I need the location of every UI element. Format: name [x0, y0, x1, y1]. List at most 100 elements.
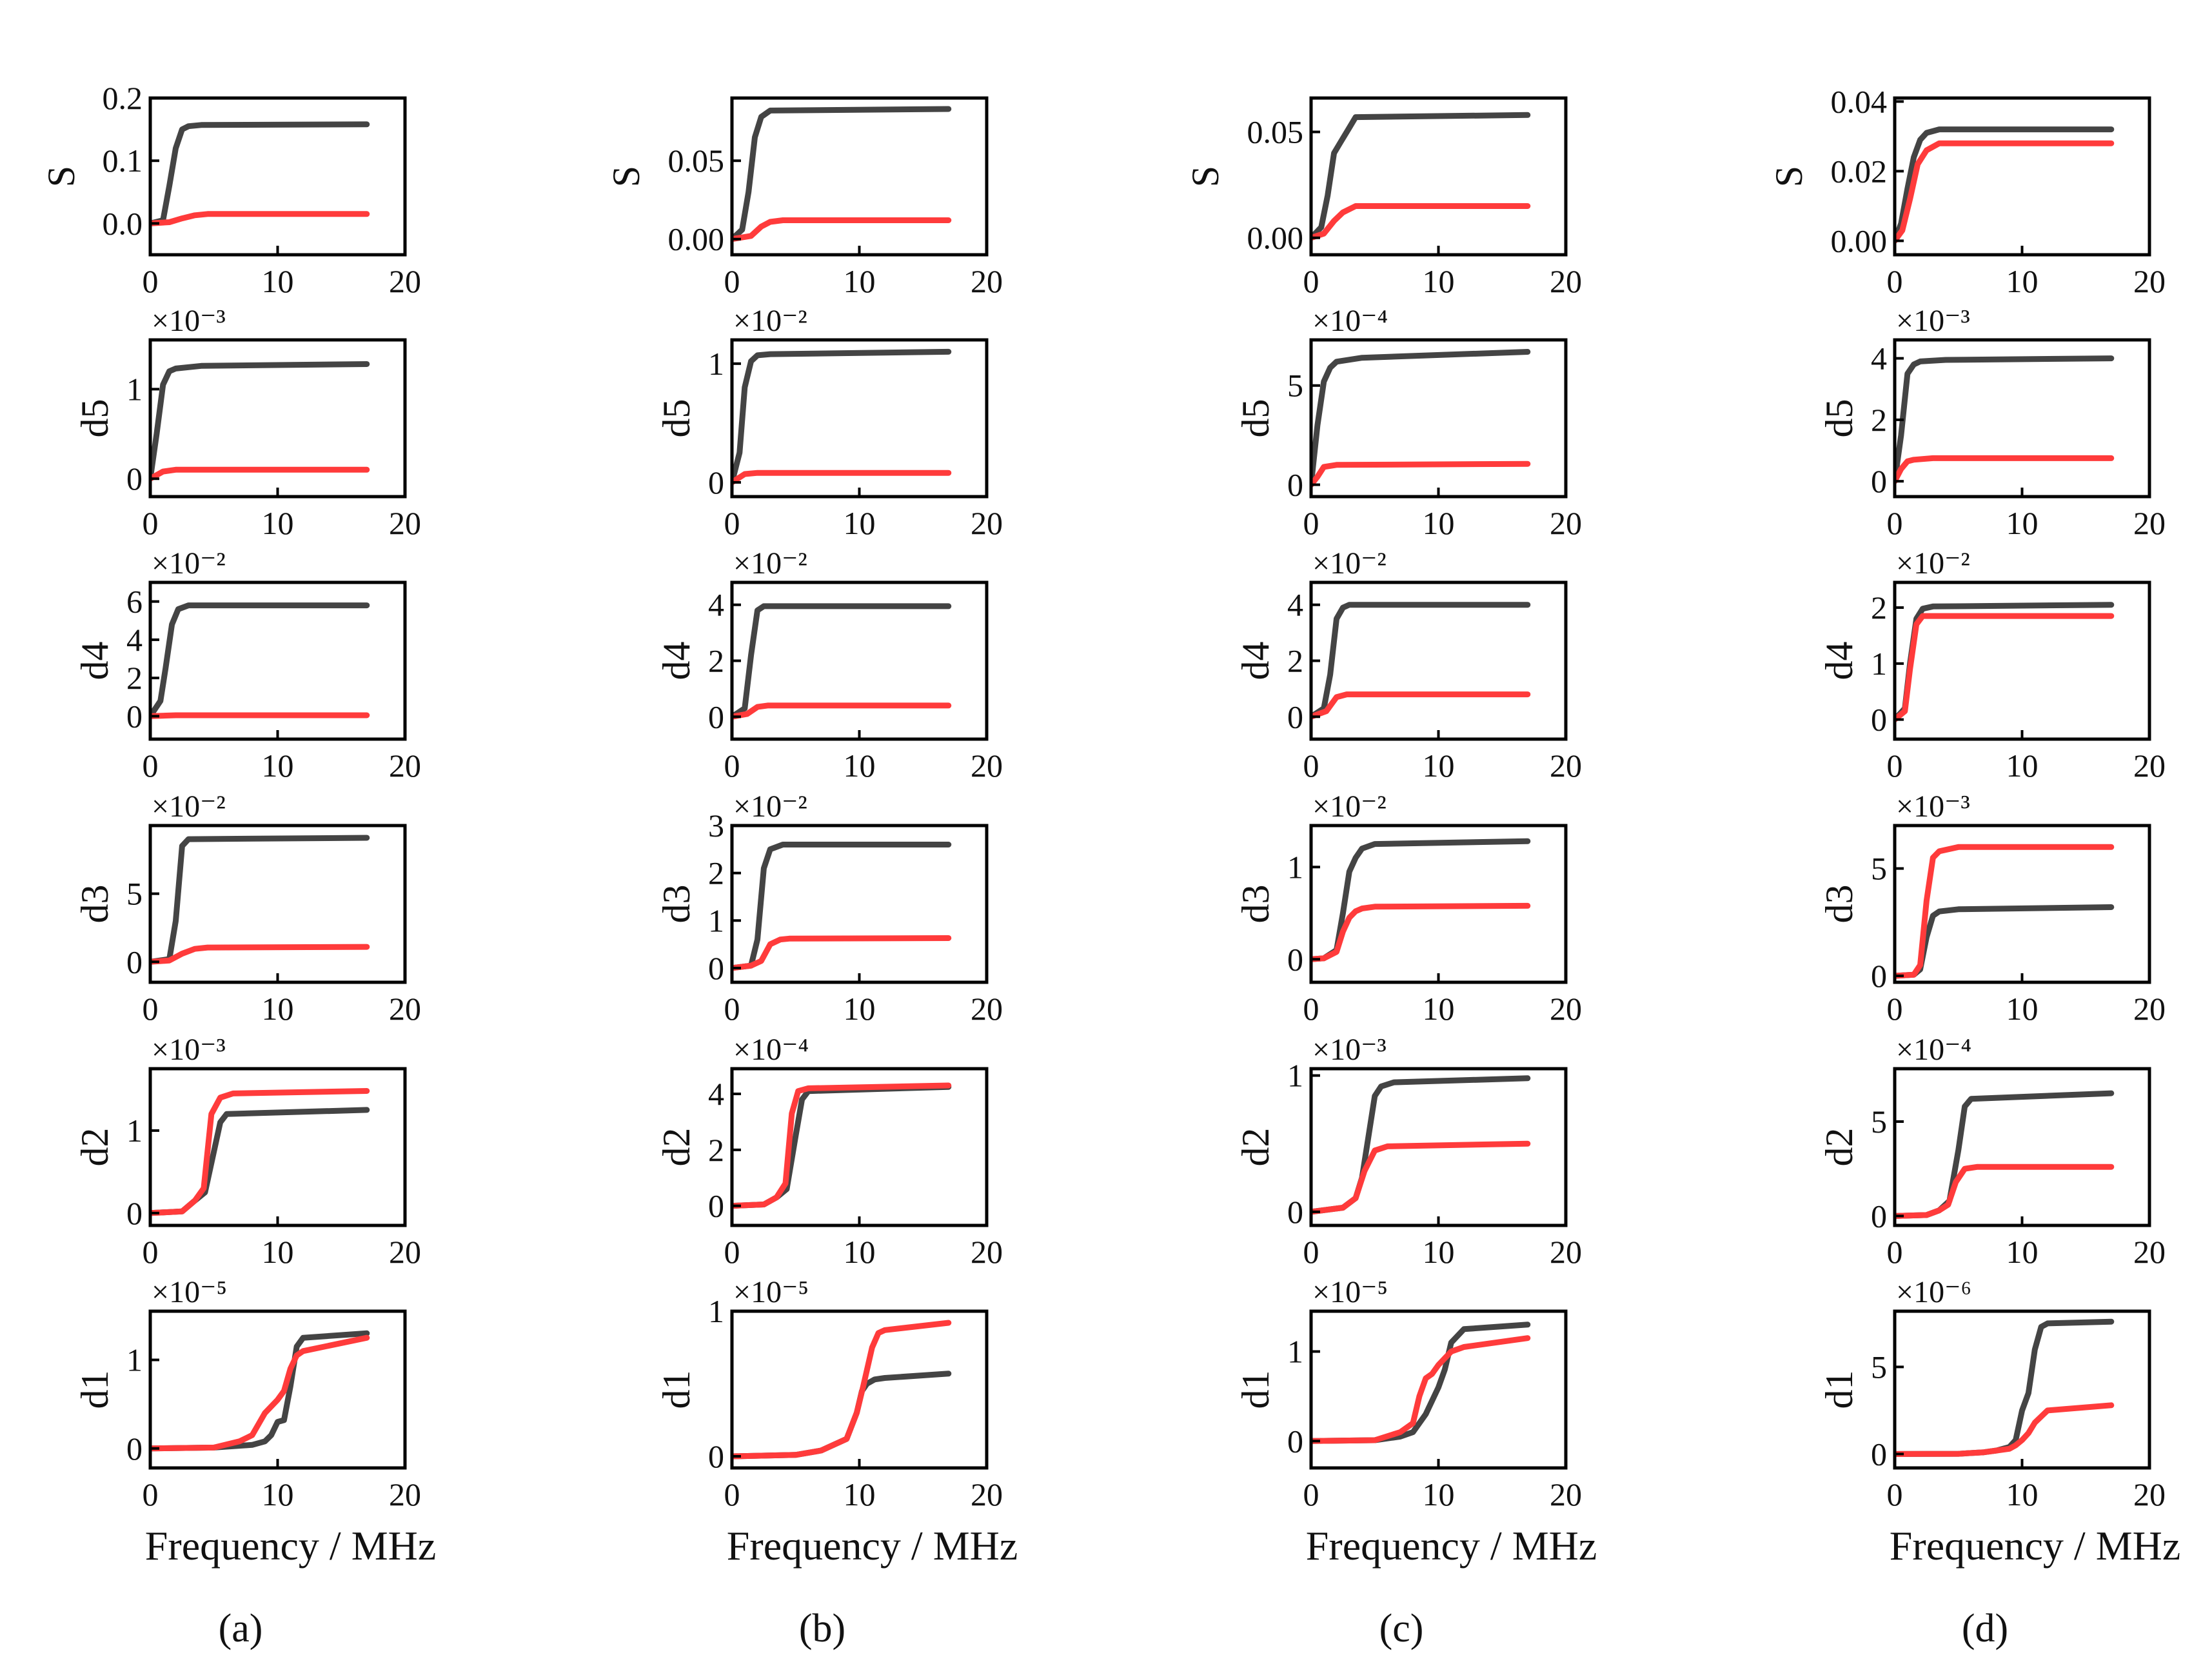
- x-tick-label: 0: [143, 1234, 159, 1270]
- x-tick-label: 10: [1423, 263, 1455, 299]
- y-tick-label: 1: [1287, 1058, 1303, 1094]
- series-line-red: [1895, 613, 2115, 723]
- x-tick-label: 20: [2133, 991, 2166, 1027]
- axis-multiplier: ×10⁻²: [152, 546, 226, 580]
- y-axis-label: d2: [1818, 1128, 1861, 1167]
- y-tick-label: 0: [1871, 702, 1887, 738]
- y-tick-label: 0.00: [1831, 223, 1888, 259]
- y-tick-label: 0.0: [103, 205, 143, 241]
- x-tick-label: 10: [2006, 1234, 2039, 1270]
- subplot-d2-4: 0 10 20 0 5 d2 ×10⁻⁴: [1818, 1033, 2166, 1270]
- x-tick-label: 0: [1303, 505, 1319, 541]
- axes-frame: [730, 1309, 989, 1470]
- axis-multiplier: ×10⁻³: [1896, 789, 1970, 824]
- x-tick-label: 10: [2006, 991, 2039, 1027]
- y-tick-label: 0.00: [668, 221, 725, 257]
- panel-label: (b): [799, 1607, 845, 1650]
- series-line-red: [1311, 203, 1531, 241]
- x-tick-label: 20: [1550, 505, 1582, 541]
- x-tick-label: 20: [971, 748, 1003, 784]
- y-tick-label: 4: [1871, 341, 1887, 377]
- x-tick-label: 10: [1423, 748, 1455, 784]
- y-axis-label: d3: [655, 885, 698, 924]
- x-tick-label: 10: [844, 1234, 876, 1270]
- x-tick-label: 20: [389, 748, 421, 784]
- x-tick-label: 0: [143, 505, 159, 541]
- series-line-red: [1895, 1164, 2115, 1219]
- x-tick-label: 10: [2006, 263, 2039, 299]
- series-line-red: [150, 211, 370, 226]
- y-tick-label: 0: [1871, 1436, 1887, 1472]
- y-axis-label: d5: [74, 399, 116, 438]
- x-tick-label: 10: [844, 505, 876, 541]
- x-tick-label: 20: [389, 263, 421, 299]
- subplot-S-3: 0 10 20 0.00 0.05 S: [1184, 96, 1582, 299]
- series-line-dark: [1895, 1318, 2115, 1457]
- y-tick-label: 4: [708, 1076, 724, 1112]
- series-line-red: [732, 702, 952, 720]
- x-tick-label: 20: [2133, 748, 2166, 784]
- y-tick-label: 0: [1871, 1198, 1887, 1234]
- x-tick-label: 0: [1887, 1234, 1903, 1270]
- y-axis-label: S: [605, 166, 647, 187]
- y-axis-label: S: [40, 166, 83, 187]
- series-line-red: [1895, 1402, 2115, 1457]
- x-tick-label: 0: [1887, 1476, 1903, 1512]
- x-tick-label: 0: [1887, 748, 1903, 784]
- series-line-red: [150, 1334, 370, 1452]
- y-tick-label: 0: [1287, 1194, 1303, 1230]
- x-axis-label: Frequency / MHz: [1890, 1523, 2180, 1569]
- x-tick-label: 20: [389, 505, 421, 541]
- axes-frame: [1309, 96, 1568, 257]
- axes-frame: [1893, 1309, 2151, 1470]
- y-tick-label: 0: [126, 1195, 143, 1231]
- x-tick-label: 10: [262, 748, 294, 784]
- axis-multiplier: ×10⁻⁵: [733, 1275, 809, 1309]
- x-tick-label: 20: [1550, 991, 1582, 1027]
- y-tick-label: 0.04: [1831, 83, 1888, 119]
- x-tick-label: 20: [389, 991, 421, 1027]
- series-line-red: [732, 217, 952, 243]
- axis-multiplier: ×10⁻²: [733, 546, 807, 580]
- axis-multiplier: ×10⁻²: [733, 789, 807, 824]
- y-tick-label: 4: [708, 587, 724, 623]
- x-tick-label: 0: [1303, 263, 1319, 299]
- x-tick-label: 0: [724, 748, 740, 784]
- series-line-dark: [732, 1084, 952, 1209]
- y-tick-label: 0.05: [1247, 114, 1304, 150]
- y-axis-label: d3: [74, 885, 116, 924]
- y-tick-label: 3: [708, 807, 724, 844]
- y-axis-label: d5: [655, 399, 698, 438]
- x-tick-label: 0: [724, 505, 740, 541]
- x-tick-label: 10: [1423, 505, 1455, 541]
- x-tick-label: 10: [1423, 1234, 1455, 1270]
- y-axis-label: d4: [655, 642, 698, 680]
- y-axis-label: d1: [74, 1371, 116, 1409]
- x-tick-label: 0: [143, 1476, 159, 1512]
- series-line-red: [1311, 461, 1531, 488]
- y-tick-label: 0: [1871, 958, 1887, 994]
- y-tick-label: 0: [1287, 941, 1303, 977]
- subplot-S-1: 0 10 20 0.0 0.1 0.2 S: [40, 80, 421, 299]
- x-tick-label: 0: [1887, 991, 1903, 1027]
- series-line-dark: [150, 1330, 370, 1452]
- x-tick-label: 0: [143, 991, 159, 1027]
- x-tick-label: 20: [971, 1476, 1003, 1512]
- series-line-red: [732, 470, 952, 486]
- axis-multiplier: ×10⁻²: [1312, 789, 1387, 824]
- x-tick-label: 10: [844, 991, 876, 1027]
- y-tick-label: 0: [126, 461, 143, 497]
- subplot-d1-4: 0 10 20 0 5 d1 ×10⁻⁶: [1818, 1275, 2166, 1512]
- x-tick-label: 0: [724, 263, 740, 299]
- subplot-d4-4: 0 10 20 0 1 2 d4 ×10⁻²: [1818, 546, 2166, 784]
- series-line-red: [1895, 844, 2115, 979]
- x-tick-label: 10: [844, 748, 876, 784]
- series-line-red: [1311, 902, 1531, 962]
- y-tick-label: 4: [1287, 587, 1303, 623]
- series-line-red: [732, 1082, 952, 1209]
- y-axis-label: d5: [1818, 399, 1861, 438]
- y-axis-label: d4: [1234, 642, 1277, 680]
- series-line-dark: [1895, 602, 2115, 723]
